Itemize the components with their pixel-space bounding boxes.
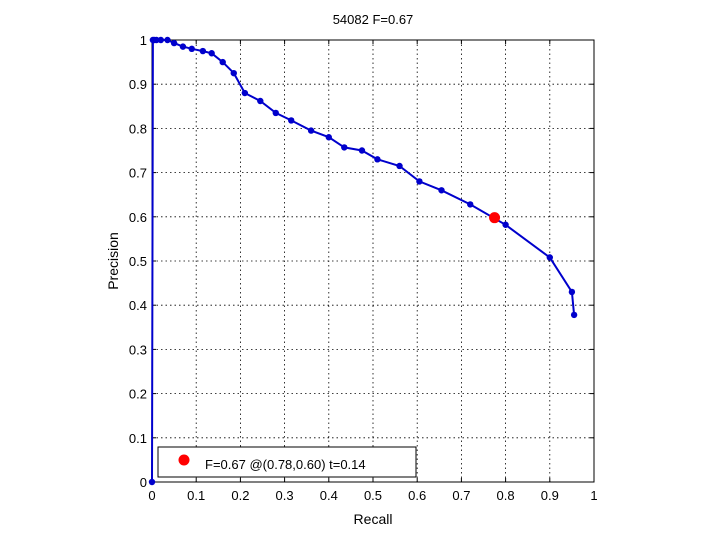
pr-curve-point (272, 109, 279, 117)
pr-curve-point (568, 288, 576, 296)
y-tick-label: 0.8 (129, 121, 147, 136)
pr-curve-point (416, 178, 423, 185)
pr-curve-point (208, 50, 215, 57)
y-tick-label: 0.3 (129, 342, 147, 357)
y-tick-label: 1 (140, 33, 147, 48)
x-tick-label: 0.2 (231, 488, 249, 503)
chart-title: 54082 F=0.67 (333, 12, 414, 27)
grid (152, 40, 594, 482)
x-tick-label: 0.1 (187, 488, 205, 503)
x-tick-labels: 0 0.1 0.2 0.3 0.4 0.5 0.6 0.7 0.8 0.9 1 (148, 488, 597, 503)
pr-curve-point (257, 97, 264, 105)
legend-box (157, 446, 417, 478)
pr-curve-point (164, 36, 171, 44)
pr-curve-point (502, 221, 509, 228)
pr-curve-point (358, 147, 366, 154)
pr-curve-point (148, 478, 156, 486)
y-tick-label: 0.6 (129, 210, 147, 225)
x-tick-label: 0.6 (408, 488, 426, 503)
pr-curve-point (288, 117, 295, 124)
pr-curve-point (546, 254, 553, 261)
x-tick-label: 0.9 (541, 488, 559, 503)
legend: F=0.67 @(0.78,0.60) t=0.14 (157, 446, 417, 478)
pr-curve-point (188, 45, 195, 53)
pr-curve-point (170, 39, 178, 47)
pr-curve-point (396, 162, 403, 170)
pr-curve-point (467, 201, 474, 208)
y-tick-label: 0.9 (129, 77, 147, 92)
y-tick-label: 0.4 (129, 298, 147, 313)
pr-curve-point (374, 156, 381, 163)
x-tick-label: 0.8 (497, 488, 515, 503)
x-tick-label: 1 (590, 488, 597, 503)
pr-curve-point (438, 187, 445, 194)
best-f-point (489, 212, 501, 224)
legend-marker (178, 454, 190, 466)
y-tick-label: 0 (140, 475, 147, 490)
y-tick-label: 0.5 (129, 254, 147, 269)
pr-curve-point (230, 69, 237, 77)
x-tick-label: 0.5 (364, 488, 382, 503)
y-tick-labels: 0 0.1 0.2 0.3 0.4 0.5 0.6 0.7 0.8 0.9 1 (129, 33, 147, 490)
pr-curve-point (307, 127, 315, 134)
pr-curve-point (325, 134, 332, 141)
x-tick-label: 0.3 (276, 488, 294, 503)
pr-curve-point (241, 89, 249, 97)
pr-curve-point (219, 58, 226, 66)
pr-curve-point (570, 311, 578, 319)
best-point-group (489, 212, 501, 224)
pr-curve-point (179, 43, 187, 50)
x-tick-label: 0.4 (320, 488, 338, 503)
y-tick-label: 0.7 (129, 166, 147, 181)
x-tick-label: 0 (148, 488, 155, 503)
legend-label: F=0.67 @(0.78,0.60) t=0.14 (205, 457, 366, 472)
pr-curve-point (153, 36, 160, 44)
y-tick-label: 0.1 (129, 431, 147, 446)
y-axis-label: Precision (105, 232, 121, 290)
x-axis-label: Recall (354, 511, 393, 527)
x-tick-label: 0.7 (452, 488, 470, 503)
y-tick-label: 0.2 (129, 387, 147, 402)
pr-curve-point (157, 36, 165, 44)
pr-curve-point (341, 144, 348, 151)
pr-curve-point (199, 47, 207, 55)
series-group (148, 36, 578, 486)
